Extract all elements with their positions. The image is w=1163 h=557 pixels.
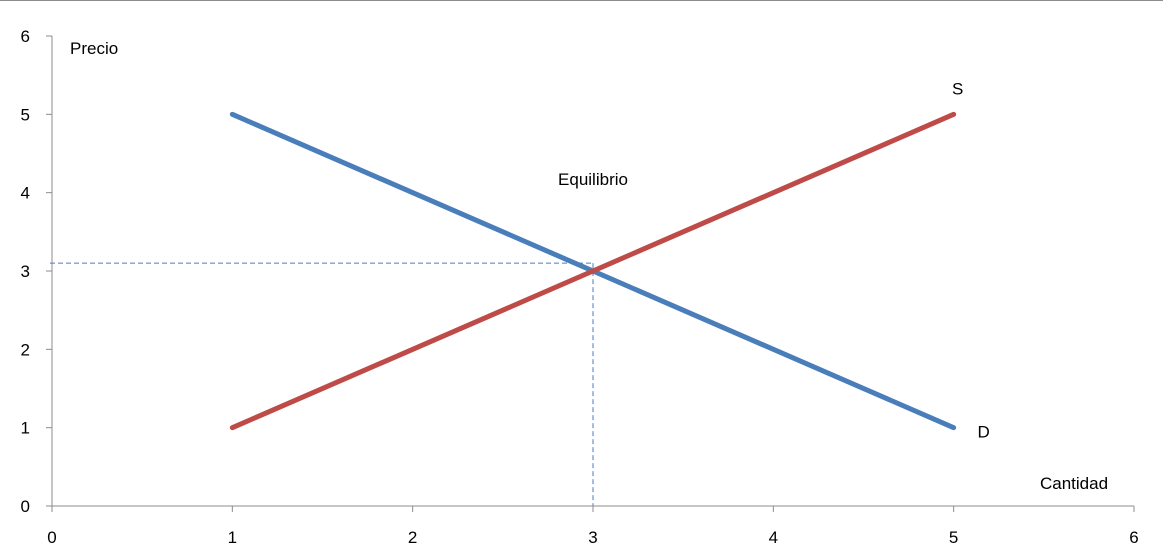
x-tick-label: 3 xyxy=(588,528,597,547)
chart-frame-top xyxy=(0,0,1163,1)
labels-group: D S Precio Cantidad Equilibrio xyxy=(70,39,1108,493)
y-tick-label: 2 xyxy=(21,340,30,359)
x-tick-label: 2 xyxy=(408,528,417,547)
series-group xyxy=(229,111,957,431)
x-axis-title: Cantidad xyxy=(1040,474,1108,493)
x-tick-label: 5 xyxy=(949,528,958,547)
x-tick-label: 0 xyxy=(47,528,56,547)
equilibrium-annotation: Equilibrio xyxy=(558,170,628,189)
series-label-s: S xyxy=(952,79,963,98)
series-line-s xyxy=(229,111,957,431)
x-tick-label: 4 xyxy=(769,528,778,547)
y-tick-label: 0 xyxy=(21,497,30,516)
x-tick-label: 1 xyxy=(228,528,237,547)
y-tick-label: 4 xyxy=(21,184,30,203)
y-axis-title: Precio xyxy=(70,39,118,58)
y-tick-label: 5 xyxy=(21,105,30,124)
y-tick-label: 3 xyxy=(21,262,30,281)
y-tick-label: 6 xyxy=(21,27,30,46)
series-label-d: D xyxy=(978,423,990,442)
x-tick-label: 6 xyxy=(1129,528,1138,547)
y-tick-label: 1 xyxy=(21,419,30,438)
axes: 0 1 2 3 4 5 6 0 1 2 3 4 5 6 xyxy=(21,27,1139,547)
equilibrium-reference-lines xyxy=(50,262,594,506)
